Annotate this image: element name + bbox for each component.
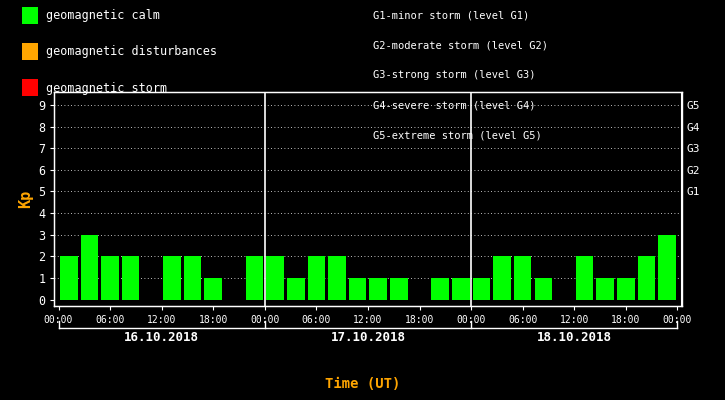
Bar [473, 278, 490, 300]
Text: G1-minor storm (level G1): G1-minor storm (level G1) [373, 10, 530, 20]
Bar [266, 256, 284, 300]
Bar [287, 278, 304, 300]
Bar [163, 256, 181, 300]
Bar [184, 256, 202, 300]
Bar [328, 256, 346, 300]
Bar [122, 256, 139, 300]
Bar [658, 235, 676, 300]
Text: 17.10.2018: 17.10.2018 [331, 331, 405, 344]
Bar [431, 278, 449, 300]
Text: geomagnetic calm: geomagnetic calm [46, 10, 160, 22]
Bar [60, 256, 78, 300]
Text: G4-severe storm (level G4): G4-severe storm (level G4) [373, 100, 536, 110]
Bar [597, 278, 614, 300]
Bar [493, 256, 511, 300]
Bar [246, 256, 263, 300]
Bar [617, 278, 634, 300]
Bar [80, 235, 98, 300]
Bar [452, 278, 470, 300]
Y-axis label: Kp: Kp [17, 190, 33, 208]
Bar [514, 256, 531, 300]
Text: G2-moderate storm (level G2): G2-moderate storm (level G2) [373, 40, 548, 50]
Bar [102, 256, 119, 300]
Bar [390, 278, 407, 300]
Text: 16.10.2018: 16.10.2018 [124, 331, 199, 344]
Bar [370, 278, 387, 300]
Text: Time (UT): Time (UT) [325, 377, 400, 391]
Bar [204, 278, 222, 300]
Bar [349, 278, 366, 300]
Bar [638, 256, 655, 300]
Text: 18.10.2018: 18.10.2018 [536, 331, 612, 344]
Text: geomagnetic disturbances: geomagnetic disturbances [46, 46, 218, 58]
Text: G5-extreme storm (level G5): G5-extreme storm (level G5) [373, 130, 542, 140]
Text: G3-strong storm (level G3): G3-strong storm (level G3) [373, 70, 536, 80]
Bar [534, 278, 552, 300]
Bar [307, 256, 325, 300]
Bar [576, 256, 593, 300]
Text: geomagnetic storm: geomagnetic storm [46, 82, 167, 94]
